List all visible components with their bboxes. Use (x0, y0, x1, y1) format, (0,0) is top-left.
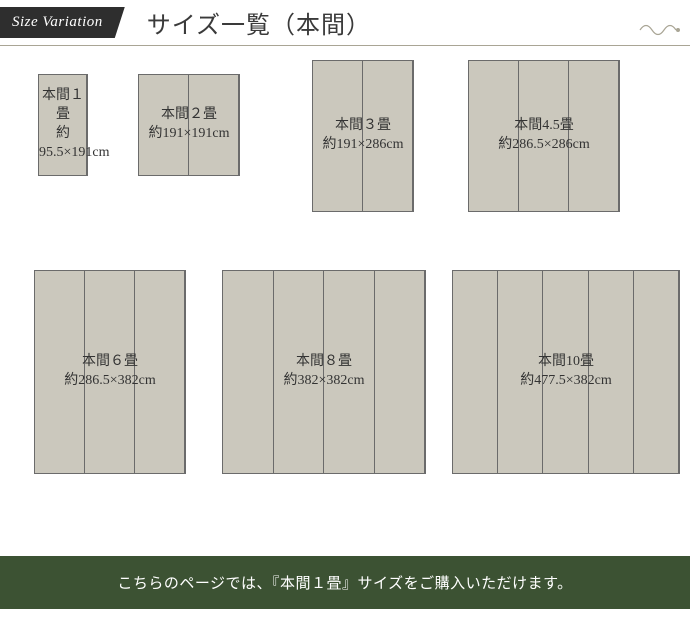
mat-panel (135, 271, 185, 473)
mat-6: 本間８畳約382×382cm (222, 270, 426, 474)
mat-panel (313, 61, 363, 211)
mat-2: 本間２畳約191×191cm (138, 74, 240, 176)
mat-panel (363, 61, 413, 211)
mat-panel (589, 271, 634, 473)
mat-panel (634, 271, 679, 473)
mat-4: 本間4.5畳約286.5×286cm (468, 60, 620, 212)
mat-panel (274, 271, 325, 473)
mat-panel (375, 271, 426, 473)
mat-panel (35, 271, 85, 473)
mat-panel (498, 271, 543, 473)
footer-banner: こちらのページでは、『本間１畳』サイズをご購入いただけます。 (0, 556, 690, 609)
mat-5: 本間６畳約286.5×382cm (34, 270, 186, 474)
flourish-icon (638, 22, 682, 38)
mat-panel (85, 271, 135, 473)
header-title: サイズ一覧（本間） (147, 5, 371, 40)
mat-panel (223, 271, 274, 473)
mat-panel (324, 271, 375, 473)
mat-panel (139, 75, 189, 175)
mat-1: 本間１畳約95.5×191cm (38, 74, 88, 176)
mat-panel (519, 61, 569, 211)
header: Size Variation サイズ一覧（本間） (0, 0, 690, 46)
mat-panel (39, 75, 87, 175)
header-tab: Size Variation (0, 7, 125, 38)
mat-panel (543, 271, 588, 473)
mat-3: 本間３畳約191×286cm (312, 60, 414, 212)
size-grid: 本間１畳約95.5×191cm 本間２畳約191×191cm 本間３畳約191×28… (0, 46, 690, 556)
mat-panel (469, 61, 519, 211)
mat-panel (453, 271, 498, 473)
mat-panel (189, 75, 239, 175)
mat-7: 本間10畳約477.5×382cm (452, 270, 680, 474)
mat-panel (569, 61, 619, 211)
